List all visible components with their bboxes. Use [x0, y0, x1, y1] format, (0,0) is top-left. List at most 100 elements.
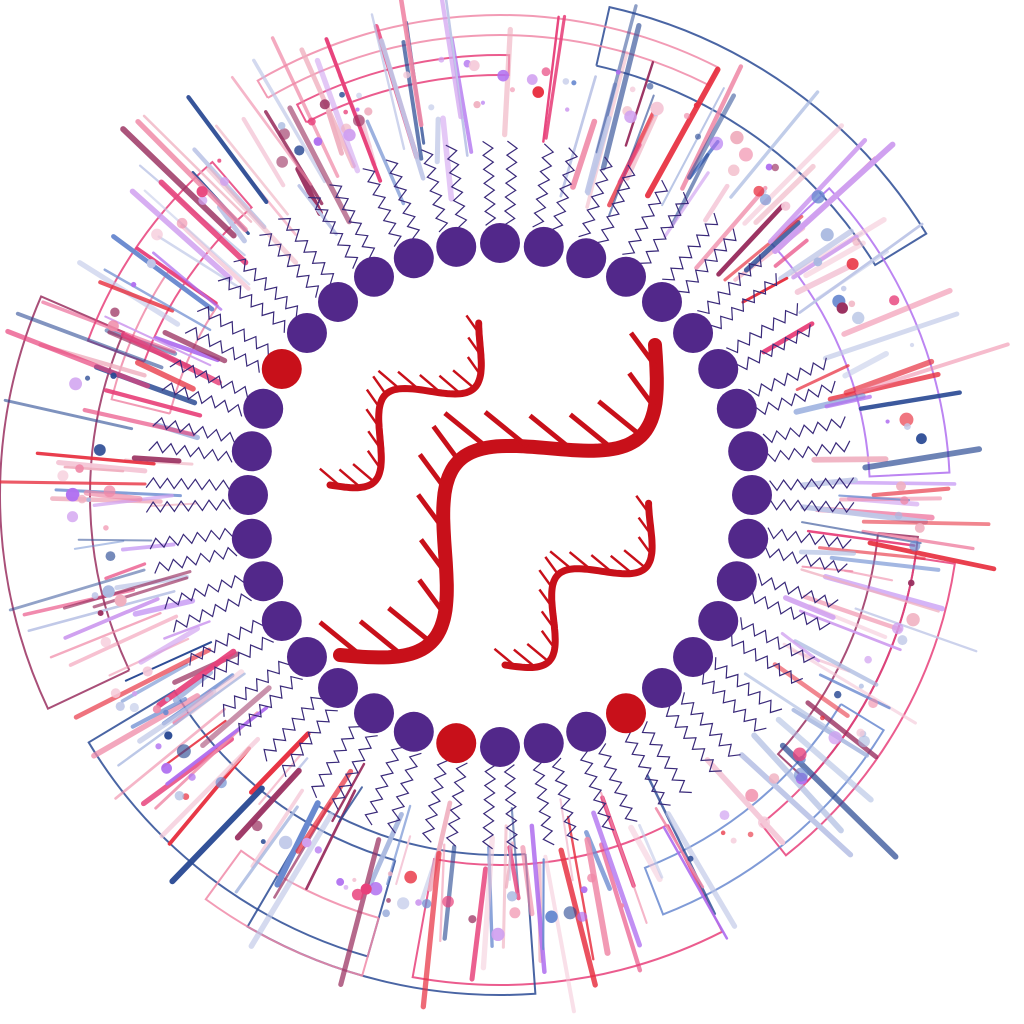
- lipid-tail: [281, 709, 338, 778]
- radial-line: [585, 115, 612, 196]
- rna-rung: [319, 467, 342, 488]
- dot: [889, 295, 900, 306]
- radial-line: [798, 222, 924, 314]
- rna-rung: [452, 369, 475, 390]
- radial-line: [662, 826, 729, 940]
- lipid-heads: [228, 223, 772, 767]
- radial-line: [49, 611, 162, 659]
- rna-rung: [540, 610, 556, 630]
- lipid-tail: [532, 761, 555, 846]
- radial-line: [63, 465, 125, 473]
- dot: [382, 909, 390, 918]
- radial-line: [791, 234, 859, 280]
- dot: [840, 285, 847, 292]
- lipid-tails: [145, 140, 855, 850]
- lipid-head-icon: [261, 601, 302, 641]
- dot: [129, 702, 139, 713]
- dot: [103, 485, 116, 498]
- radial-line: [743, 220, 801, 273]
- lipid-tail: [697, 254, 762, 315]
- lipid-head-icon: [523, 723, 564, 764]
- dot: [885, 419, 890, 424]
- dot: [387, 871, 393, 877]
- dot: [907, 579, 915, 587]
- dot: [794, 767, 808, 782]
- dot: [155, 743, 162, 750]
- radial-line: [338, 837, 382, 988]
- radial-line: [15, 311, 164, 370]
- lipid-tail: [638, 191, 689, 264]
- rna-rung: [637, 516, 653, 536]
- lipid-tail: [161, 382, 243, 417]
- dot: [828, 731, 842, 745]
- dot: [730, 130, 744, 145]
- dot: [219, 176, 229, 186]
- lipid-tail: [481, 764, 497, 850]
- rna-helix-icon: [493, 495, 656, 671]
- radial-line: [801, 521, 922, 545]
- radial-line: [5, 328, 151, 389]
- radial-line: [843, 569, 894, 582]
- dot: [277, 122, 286, 130]
- radial-line: [600, 23, 642, 171]
- lipid-tail: [624, 730, 671, 806]
- radial-line: [395, 835, 412, 886]
- lipid-tail: [263, 696, 324, 762]
- lipid-head-icon: [436, 723, 477, 764]
- dot: [916, 433, 927, 445]
- rna-rung: [431, 424, 461, 463]
- rna-rung: [338, 468, 362, 489]
- radial-line: [802, 594, 902, 632]
- lipid-head-icon: [728, 518, 769, 559]
- dot: [397, 897, 410, 910]
- dot: [84, 375, 91, 381]
- dot: [577, 911, 588, 922]
- radial-line: [103, 388, 203, 418]
- rna-rung: [416, 493, 446, 531]
- dot: [107, 320, 119, 332]
- radial-line: [420, 850, 442, 1010]
- lipid-tail: [622, 179, 669, 255]
- dot: [102, 585, 115, 598]
- arc-bracket: [0, 295, 131, 711]
- lipid-tail: [259, 233, 320, 298]
- radial-line: [440, 115, 455, 202]
- dot: [900, 496, 909, 505]
- dot: [650, 101, 664, 116]
- lipid-tail: [767, 527, 852, 550]
- dot: [906, 612, 920, 627]
- radial-line: [793, 639, 879, 687]
- radial-line: [600, 791, 648, 924]
- radial-line: [638, 823, 664, 879]
- dot: [683, 112, 690, 119]
- dot: [278, 835, 293, 850]
- radial-line: [111, 234, 215, 312]
- dot: [75, 464, 84, 473]
- dot: [360, 883, 372, 895]
- lipid-tail: [731, 633, 804, 684]
- dot: [198, 195, 208, 205]
- lipid-head-icon: [566, 711, 607, 752]
- rna-rung: [358, 619, 405, 658]
- lipid-tail: [201, 636, 274, 687]
- radial-line: [773, 238, 809, 268]
- radial-line: [703, 183, 730, 223]
- dot: [899, 412, 914, 427]
- lipid-head-icon: [318, 668, 359, 709]
- radial-line: [73, 647, 212, 720]
- outer-dots: [57, 56, 927, 942]
- lipid-head-icon: [243, 561, 284, 602]
- lipid-tail: [764, 546, 848, 574]
- lipid-head-icon: [716, 388, 757, 429]
- radial-line: [401, 40, 424, 161]
- lipid-tail: [148, 440, 233, 463]
- dot: [442, 895, 454, 908]
- rna-rung: [590, 554, 614, 574]
- lipid-tail: [662, 212, 719, 281]
- radial-line: [114, 707, 226, 800]
- rna-rung: [377, 369, 401, 390]
- radial-line: [214, 124, 289, 216]
- radial-line: [798, 549, 857, 556]
- rna-rung: [318, 620, 364, 659]
- radial-line: [542, 15, 560, 143]
